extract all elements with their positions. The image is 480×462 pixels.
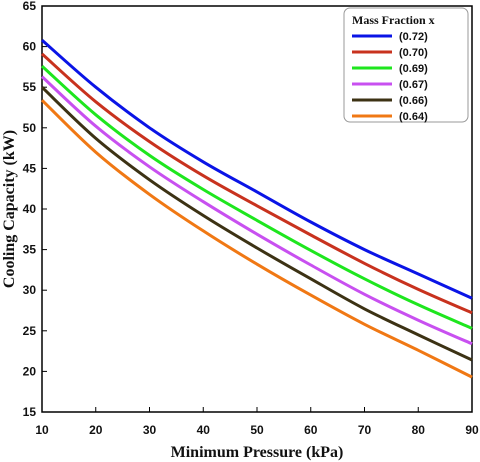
x-tick-label: 60: [304, 423, 318, 437]
x-tick-label: 50: [250, 423, 264, 437]
legend-label: (0.67): [399, 79, 428, 91]
legend-label: (0.66): [399, 95, 428, 107]
series-line: [40, 75, 473, 346]
series-lines: [40, 38, 473, 379]
x-tick-label: 70: [358, 423, 372, 437]
x-axis-title: Minimum Pressure (kPa): [171, 444, 344, 461]
y-tick-label: 20: [23, 364, 37, 378]
y-tick-label: 55: [23, 80, 37, 94]
x-tick-label: 10: [35, 423, 49, 437]
y-tick-label: 30: [23, 283, 37, 297]
legend-label: (0.64): [399, 111, 428, 123]
x-tick-label: 90: [465, 423, 479, 437]
x-tick-label: 30: [143, 423, 157, 437]
x-tick-label: 40: [197, 423, 211, 437]
y-tick-label: 50: [23, 121, 37, 135]
x-tick-label: 80: [412, 423, 426, 437]
y-tick-label: 60: [23, 40, 37, 54]
series-line: [40, 86, 473, 362]
y-tick-label: 15: [23, 405, 37, 419]
series-line: [40, 99, 473, 379]
legend-label: (0.72): [399, 31, 428, 43]
y-tick-label: 35: [23, 243, 37, 257]
series-line: [40, 64, 473, 330]
legend-items: (0.72) (0.70) (0.69) (0.67) (0.66) (0.64): [352, 31, 428, 123]
series-line: [41, 38, 473, 300]
y-tick-label: 40: [23, 202, 37, 216]
legend-label: (0.70): [399, 47, 428, 59]
series-line: [41, 52, 473, 315]
tick-group: 10 20 30 40 50 60 70 80 90 15 20 25 30 35 40 45 50 55 60 65: [23, 0, 479, 437]
y-tick-label: 45: [23, 161, 37, 175]
y-tick-label: 65: [23, 0, 37, 13]
legend-title: Mass Fraction x: [352, 13, 435, 27]
y-axis-title: Cooling Capacity (kW): [1, 130, 18, 288]
legend: Mass Fraction x (0.72) (0.70) (0.69) (0.67)…: [343, 7, 469, 123]
legend-label: (0.69): [399, 63, 428, 75]
y-tick-label: 25: [23, 324, 37, 338]
x-tick-label: 20: [89, 423, 103, 437]
